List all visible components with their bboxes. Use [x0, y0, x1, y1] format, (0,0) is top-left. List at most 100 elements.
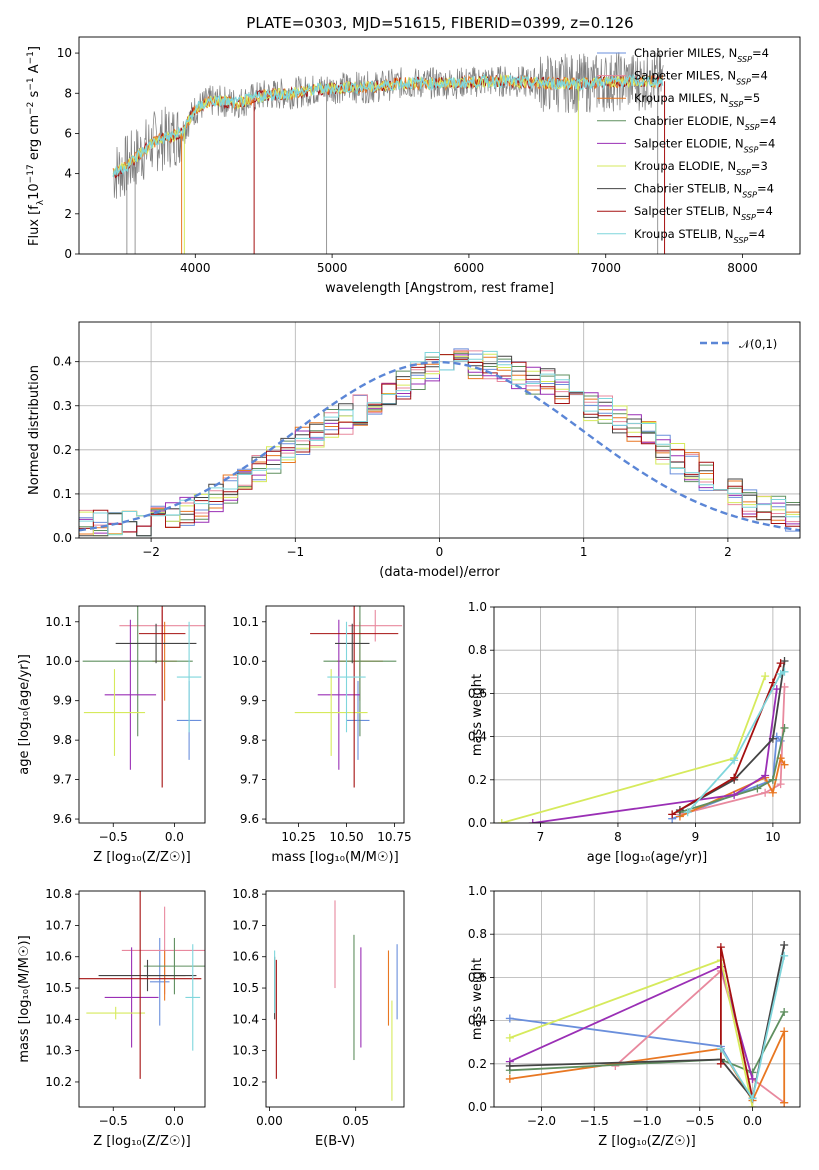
weight-marker [730, 756, 739, 765]
y-tick-label: 6 [64, 126, 72, 140]
y-tick-label: 10.5 [232, 981, 259, 995]
weight-series-line [679, 727, 786, 814]
legend-nssp-label: , N [720, 69, 736, 83]
x-tick-label: 10.75 [377, 830, 411, 844]
observed-spectrum-line [112, 51, 664, 199]
y-tick-label: 0.4 [468, 730, 487, 744]
weight-marker [780, 682, 789, 691]
weight-marker [528, 819, 537, 823]
y-axis-label: Flux [fλ10−17 erg cm−2 s−1 A−1] [26, 46, 46, 246]
x-tick-label: 0.0 [165, 830, 184, 844]
y-axis-label: age [log₁₀(age/yr)] [17, 654, 32, 775]
y-axis-label-part: −17 [26, 164, 36, 183]
legend-entry: Salpeter ELODIE, NSSP=4 [634, 136, 775, 154]
y-tick-label: 10.5 [45, 981, 72, 995]
weight-marker [505, 1061, 514, 1070]
weight-marker [505, 1014, 514, 1023]
weight-marker [668, 810, 677, 819]
y-axis-label-part: erg cm [27, 115, 42, 164]
y-axis-label-part: −1 [26, 51, 36, 64]
weight-series-line [532, 688, 778, 823]
x-tick-label: 9 [692, 830, 700, 844]
legend-nssp-value: 3 [760, 159, 767, 173]
weight-marker [505, 1033, 514, 1042]
y-tick-label: 0.6 [468, 970, 487, 984]
weight-marker [780, 951, 789, 960]
panel-5: −0.5 0.0 10.2 10.3 10.4 10.5 10.6 10.7 10.8 Z [lo… [17, 887, 206, 1149]
legend-nssp-eq: = [752, 46, 762, 60]
x-tick-label: 10.25 [281, 830, 315, 844]
legend-nssp-value: 4 [760, 69, 767, 83]
y-tick-label: 1.0 [468, 600, 487, 614]
y-tick-label: 0.2 [468, 1057, 487, 1071]
legend-nssp-label: , N [725, 204, 741, 218]
legend-nssp-eq: = [751, 159, 761, 173]
weight-marker [768, 734, 777, 743]
legend-nssp-subscript: SSP [736, 168, 751, 177]
weight-series-line [509, 958, 754, 1107]
panel-2: −0.5 0.0 9.6 9.7 9.8 9.9 10.0 10.1 Z [log₁₀(Z/Z☉… [17, 605, 206, 865]
weight-marker [780, 1007, 789, 1016]
x-axis-label: E(B-V) [315, 1134, 355, 1149]
legend-nssp-label: , N [718, 227, 734, 241]
legend-model-name: Kroupa MILES [634, 91, 713, 105]
legend-nssp-subscript: SSP [742, 190, 757, 199]
x-tick-label: 6000 [454, 261, 485, 275]
legend-entry: Chabrier ELODIE, NSSP=4 [634, 114, 776, 132]
legend-model-name: Salpeter ELODIE [634, 136, 728, 150]
weight-marker [748, 1074, 757, 1083]
legend-nssp-label: , N [720, 159, 736, 173]
x-tick-label: 0 [436, 545, 444, 559]
weight-marker [748, 1094, 757, 1103]
legend-entry: Chabrier STELIB, NSSP=4 [634, 182, 774, 200]
plot-area [294, 606, 403, 788]
weight-marker [761, 672, 770, 681]
weight-marker [780, 760, 789, 769]
y-tick-label: 10.4 [232, 1012, 259, 1026]
y-tick-label: 0.8 [468, 643, 487, 657]
weight-marker [780, 1027, 789, 1036]
panel-7: −2.0 −1.5 −1.0 −0.5 0.0 0.0 0.2 0.4 0.6 0.8 1.0 Z [… [468, 884, 801, 1149]
legend-nssp-subscript: SSP [737, 55, 752, 64]
legend-entry: Salpeter MILES, NSSP=4 [634, 69, 768, 87]
y-tick-label: 9.8 [53, 733, 72, 747]
y-tick-label: 9.7 [240, 773, 259, 787]
y-tick-label: 10.6 [45, 950, 72, 964]
y-tick-label: 9.7 [53, 773, 72, 787]
y-axis-label: mass weight [470, 674, 485, 756]
legend-model-name: Chabrier ELODIE [634, 114, 729, 128]
figure-title: PLATE=0303, MJD=51615, FIBERID=0399, z=0… [246, 14, 633, 32]
x-axis-label: mass [log₁₀(M/M☉)] [271, 850, 398, 865]
x-tick-label: −1.5 [580, 1114, 609, 1128]
y-tick-label: 10.7 [232, 918, 259, 932]
legend-nssp-label: , N [729, 114, 745, 128]
plot-area [505, 941, 789, 1107]
y-tick-label: 0.2 [53, 443, 72, 457]
weight-marker [497, 819, 506, 823]
x-tick-label: 10 [765, 830, 780, 844]
weight-marker [730, 773, 739, 782]
y-tick-label: 9.9 [53, 694, 72, 708]
panel-1: −2 −1 0 1 2 0.0 0.1 0.2 0.3 0.4 (data-model)/error… [27, 321, 801, 580]
legend-nssp-label: , N [726, 182, 742, 196]
x-tick-label: −0.5 [99, 1114, 128, 1128]
y-tick-label: 0 [64, 247, 72, 261]
y-axis-label-part: −1 [26, 77, 36, 90]
x-tick-label: 4000 [180, 261, 211, 275]
y-axis-label-part: A [27, 64, 42, 77]
x-tick-label: 8000 [727, 261, 758, 275]
y-tick-label: 9.6 [53, 812, 72, 826]
weight-series-line [501, 675, 766, 823]
legend-nssp-value: 4 [765, 204, 772, 218]
weight-marker [780, 667, 789, 676]
weight-marker [716, 943, 725, 952]
legend-entry: Kroupa MILES, NSSP=5 [634, 91, 760, 109]
y-tick-label: 10.2 [232, 1075, 259, 1089]
legend-model-name: Kroupa STELIB [634, 227, 718, 241]
y-axis-label: mass weight [470, 958, 485, 1040]
weight-series-line [509, 1011, 785, 1074]
model-spectrum-line [112, 73, 664, 178]
x-tick-label: −0.5 [685, 1114, 714, 1128]
